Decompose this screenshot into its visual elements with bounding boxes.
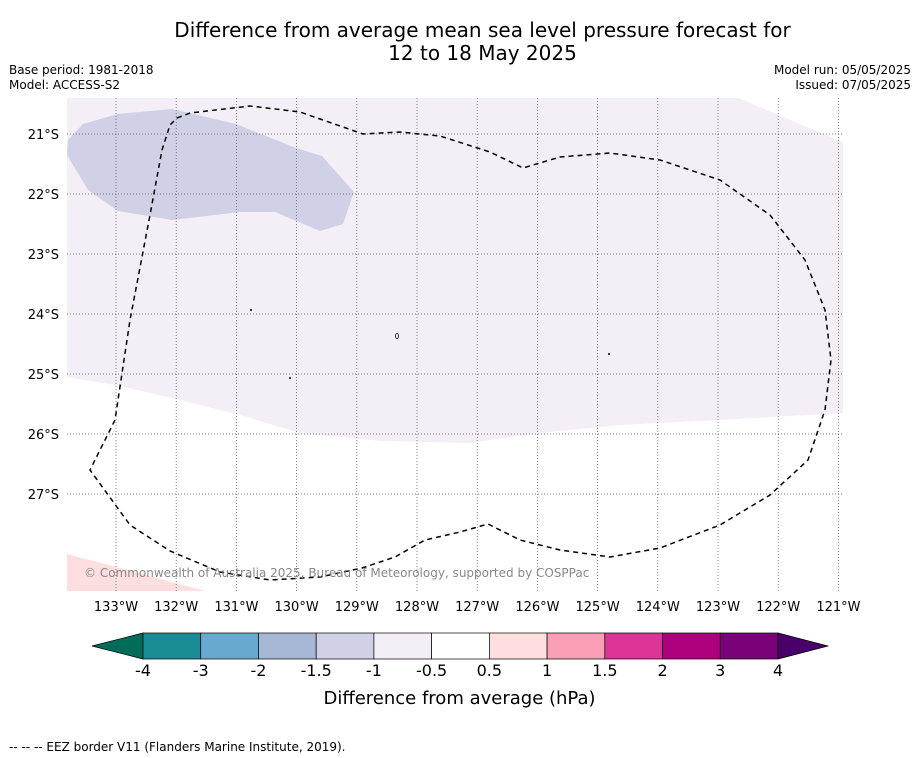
colorbar-swatch: [373, 632, 432, 660]
footer-note: -- -- -- EEZ border V11 (Flanders Marine…: [9, 740, 346, 754]
colorbar-tick: 2: [657, 661, 667, 680]
colorbar: -4 -3 -2 -1.5 -1 -0.5 0.5 1 1.5 2 3 4: [91, 632, 830, 680]
lon-label: 133°W: [94, 600, 138, 615]
model-name: Model: ACCESS-S2: [9, 78, 121, 92]
title-line-2: 12 to 18 May 2025: [388, 41, 577, 65]
issued-date: Issued: 07/05/2025: [795, 78, 911, 92]
lon-label: 128°W: [395, 600, 439, 615]
lon-label: 131°W: [214, 600, 258, 615]
lon-label: 125°W: [576, 600, 620, 615]
lon-label: 130°W: [275, 600, 319, 615]
colorbar-tick: -4: [135, 661, 151, 680]
contour-speck: [250, 309, 252, 311]
colorbar-tick: -2: [250, 661, 266, 680]
latitude-labels: 21°S 22°S 23°S 24°S 25°S 26°S 27°S: [28, 128, 59, 503]
anomaly-region-dark: [67, 109, 354, 231]
lat-label: 25°S: [28, 368, 59, 383]
lon-label: 127°W: [455, 600, 499, 615]
colorbar-over-arrow: [777, 632, 830, 660]
colorbar-swatch: [142, 632, 202, 660]
eez-border: [89, 105, 832, 581]
longitude-labels: 133°W 132°W 131°W 130°W 129°W 128°W 127°W 126°W…: [94, 600, 861, 615]
base-period: Base period: 1981-2018: [9, 63, 154, 77]
lat-label: 24°S: [28, 308, 59, 323]
colorbar-swatch: [315, 632, 375, 660]
anomaly-region-positive: [67, 554, 205, 591]
colorbar-tick: 4: [773, 661, 783, 680]
lat-label: 21°S: [28, 128, 59, 143]
colorbar-tick: 0.5: [477, 661, 502, 680]
lat-label: 23°S: [28, 248, 59, 263]
model-run: Model run: 05/05/2025: [773, 63, 911, 77]
lat-label: 27°S: [28, 488, 59, 503]
colorbar-swatch: [719, 632, 779, 660]
lon-label: 123°W: [696, 600, 740, 615]
colorbar-swatch: [604, 632, 663, 660]
colorbar-swatch: [662, 632, 721, 660]
colorbar-tick: -3: [193, 661, 209, 680]
contour-speck: [289, 377, 291, 379]
colorbar-swatch: [546, 632, 606, 660]
colorbar-swatch: [258, 632, 317, 660]
gridlines: [67, 98, 843, 591]
colorbar-swatch: [489, 632, 548, 660]
map-area: [67, 98, 843, 591]
lon-label: 124°W: [636, 600, 680, 615]
colorbar-swatch: [431, 632, 490, 660]
colorbar-tick: -0.5: [416, 661, 447, 680]
lon-label: 126°W: [515, 600, 559, 615]
lat-label: 26°S: [28, 428, 59, 443]
lon-label: 132°W: [154, 600, 198, 615]
colorbar-label: Difference from average (hPa): [323, 688, 596, 709]
lon-label: 122°W: [756, 600, 800, 615]
lat-label: 22°S: [28, 188, 59, 203]
colorbar-tick: 1: [542, 661, 552, 680]
colorbar-tick: 3: [715, 661, 725, 680]
contour-speck: [608, 353, 610, 355]
copyright-text: © Commonwealth of Australia 2025, Bureau…: [84, 566, 589, 580]
colorbar-under-arrow: [91, 632, 144, 660]
colorbar-swatch: [200, 632, 259, 660]
lon-label: 121°W: [816, 600, 860, 615]
pressure-map: © Commonwealth of Australia 2025, Bureau…: [28, 98, 861, 680]
contour-speck: [395, 333, 399, 339]
colorbar-tick: -1.5: [301, 661, 332, 680]
colorbar-tick: -1: [366, 661, 382, 680]
title-line-1: Difference from average mean sea level p…: [174, 18, 791, 42]
colorbar-tick: 1.5: [592, 661, 617, 680]
lon-label: 129°W: [335, 600, 379, 615]
